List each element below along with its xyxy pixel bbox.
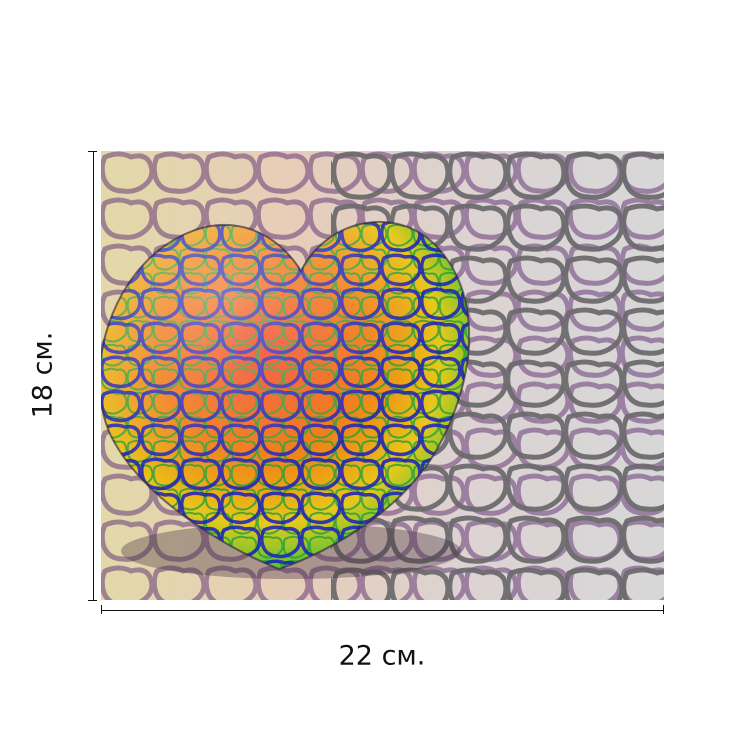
height-dimension-tick-top: [88, 151, 97, 152]
width-dimension-line: [101, 610, 664, 611]
heart-artwork: [101, 151, 664, 600]
width-dimension-tick-right: [663, 605, 664, 614]
width-label: 22 см.: [338, 640, 426, 672]
height-dimension-line: [93, 151, 94, 600]
height-label: 18 см.: [27, 331, 59, 419]
width-dimension-tick-left: [101, 605, 102, 614]
height-dimension-tick-bottom: [88, 600, 97, 601]
artwork-image: [101, 151, 664, 600]
